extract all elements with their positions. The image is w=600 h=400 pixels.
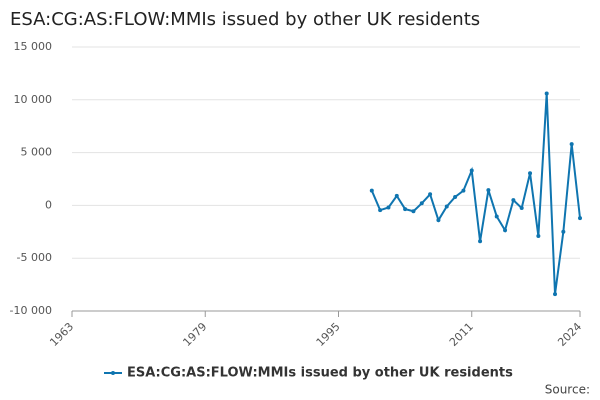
legend-swatch-dot bbox=[111, 371, 115, 375]
point bbox=[436, 218, 441, 223]
y-tick-label: 15 000 bbox=[14, 40, 53, 53]
point bbox=[511, 198, 516, 203]
point bbox=[411, 209, 416, 214]
point bbox=[486, 188, 491, 193]
x-tick-label: 1979 bbox=[180, 320, 209, 349]
point bbox=[419, 201, 424, 206]
y-tick-label: 10 000 bbox=[14, 93, 53, 106]
point bbox=[553, 292, 558, 297]
point bbox=[519, 206, 524, 211]
y-tick-label: -10 000 bbox=[10, 304, 52, 317]
source: Source: bbox=[545, 383, 590, 397]
point bbox=[394, 193, 399, 198]
x-tick-label: 1963 bbox=[47, 320, 76, 349]
y-tick-label: 5 000 bbox=[21, 146, 53, 159]
point bbox=[469, 168, 474, 173]
point bbox=[544, 91, 549, 96]
point bbox=[478, 239, 483, 244]
point bbox=[569, 142, 574, 147]
point bbox=[536, 234, 541, 239]
point bbox=[403, 207, 408, 212]
point bbox=[461, 188, 466, 193]
point bbox=[369, 188, 374, 193]
point bbox=[428, 192, 433, 197]
x-tick-label: 1995 bbox=[314, 320, 343, 349]
point bbox=[528, 171, 533, 176]
point bbox=[494, 214, 499, 219]
point bbox=[578, 216, 582, 221]
chart-title: ESA:CG:AS:FLOW:MMIs issued by other UK r… bbox=[10, 9, 480, 30]
line bbox=[370, 93, 581, 295]
point bbox=[503, 228, 508, 233]
x-tick-label: 2011 bbox=[447, 320, 476, 349]
point bbox=[378, 208, 383, 213]
point bbox=[561, 229, 566, 234]
point bbox=[453, 194, 458, 199]
point bbox=[444, 204, 449, 209]
x-tick-label: 2024 bbox=[555, 320, 584, 349]
y-tick-label: -5 000 bbox=[17, 251, 52, 264]
y-tick-label: 0 bbox=[45, 198, 52, 211]
point bbox=[386, 205, 391, 210]
legend-label: ESA:CG:AS:FLOW:MMIs issued by other UK r… bbox=[127, 366, 513, 381]
